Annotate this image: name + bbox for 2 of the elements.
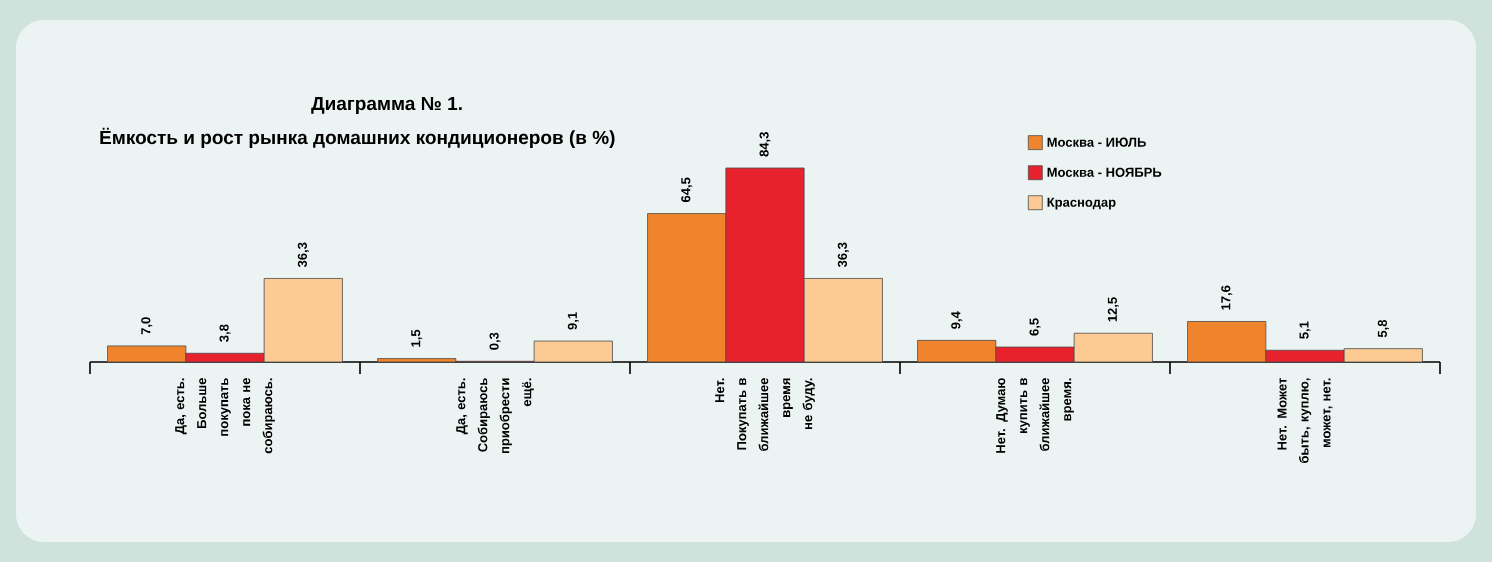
chart-title: Диаграмма № 1.: [311, 96, 462, 114]
chart-subtitle: Ёмкость и рост рынка домашних кондиционеров (в %): [100, 127, 615, 148]
